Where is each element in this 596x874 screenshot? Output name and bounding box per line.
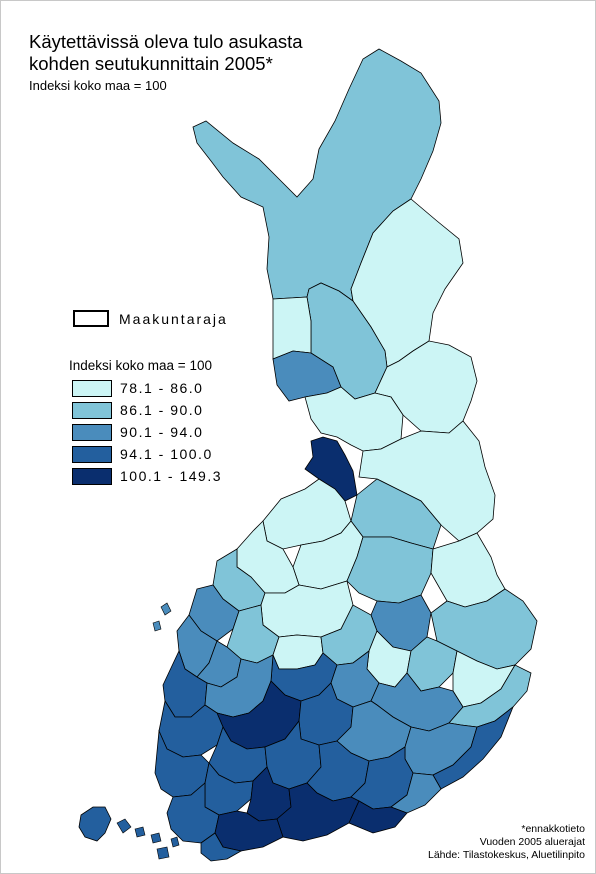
island-4 <box>156 846 170 860</box>
legend: Indeksi koko maa = 100 78.1 - 86.0 86.1 … <box>69 358 222 487</box>
legend-label: 78.1 - 86.0 <box>120 380 204 396</box>
footnotes: *ennakkotieto Vuoden 2005 aluerajat Lähd… <box>428 823 585 862</box>
legend-swatch <box>72 445 112 463</box>
region-lapland-south-west <box>272 296 312 360</box>
region-kotka-east <box>432 705 514 790</box>
legend-boundary-label: Maakuntaraja <box>119 310 228 327</box>
legend-title: Indeksi koko maa = 100 <box>69 358 212 373</box>
legend-item: 90.1 - 94.0 <box>69 421 222 443</box>
island-7 <box>152 620 162 632</box>
island-2 <box>134 826 146 838</box>
legend-boundary-swatch <box>73 310 109 327</box>
region-oulu <box>304 436 358 502</box>
map-title: Käytettävissä oleva tulo asukasta kohden… <box>29 31 303 75</box>
legend-label: 90.1 - 94.0 <box>120 424 204 440</box>
island-6 <box>160 602 172 616</box>
footnote-source: Lähde: Tilastokeskus, Aluetilinpito <box>427 849 585 861</box>
island-3 <box>150 832 162 844</box>
legend-label: 100.1 - 149.3 <box>120 468 223 484</box>
map-title-line-2: kohden seutukunnittain 2005* <box>29 53 273 74</box>
region-raasepori <box>200 832 243 862</box>
region-kotka <box>390 772 442 814</box>
footnote-boundaries: Vuoden 2005 aluerajat <box>479 836 585 848</box>
region-porvoo <box>348 800 408 834</box>
legend-swatch <box>72 401 112 419</box>
legend-item: 86.1 - 90.0 <box>69 399 222 421</box>
island-5 <box>170 836 180 848</box>
legend-swatch <box>72 379 112 397</box>
region-kuopio-north <box>346 536 434 604</box>
legend-label: 86.1 - 90.0 <box>120 402 204 418</box>
legend-swatch <box>72 467 112 485</box>
legend-item: 100.1 - 149.3 <box>69 465 222 487</box>
legend-label: 94.1 - 100.0 <box>120 446 213 462</box>
legend-swatch <box>72 423 112 441</box>
footnote-preliminary: *ennakkotieto <box>521 823 585 835</box>
map-subtitle: Indeksi koko maa = 100 <box>29 78 167 93</box>
map-title-line-1: Käytettävissä oleva tulo asukasta <box>29 31 303 52</box>
legend-boundary: Maakuntaraja <box>73 310 228 327</box>
legend-item: 78.1 - 86.0 <box>69 377 222 399</box>
legend-item: 94.1 - 100.0 <box>69 443 222 465</box>
region-aland <box>78 806 112 842</box>
region-joensuu-north <box>430 532 506 608</box>
island-1 <box>116 818 132 834</box>
